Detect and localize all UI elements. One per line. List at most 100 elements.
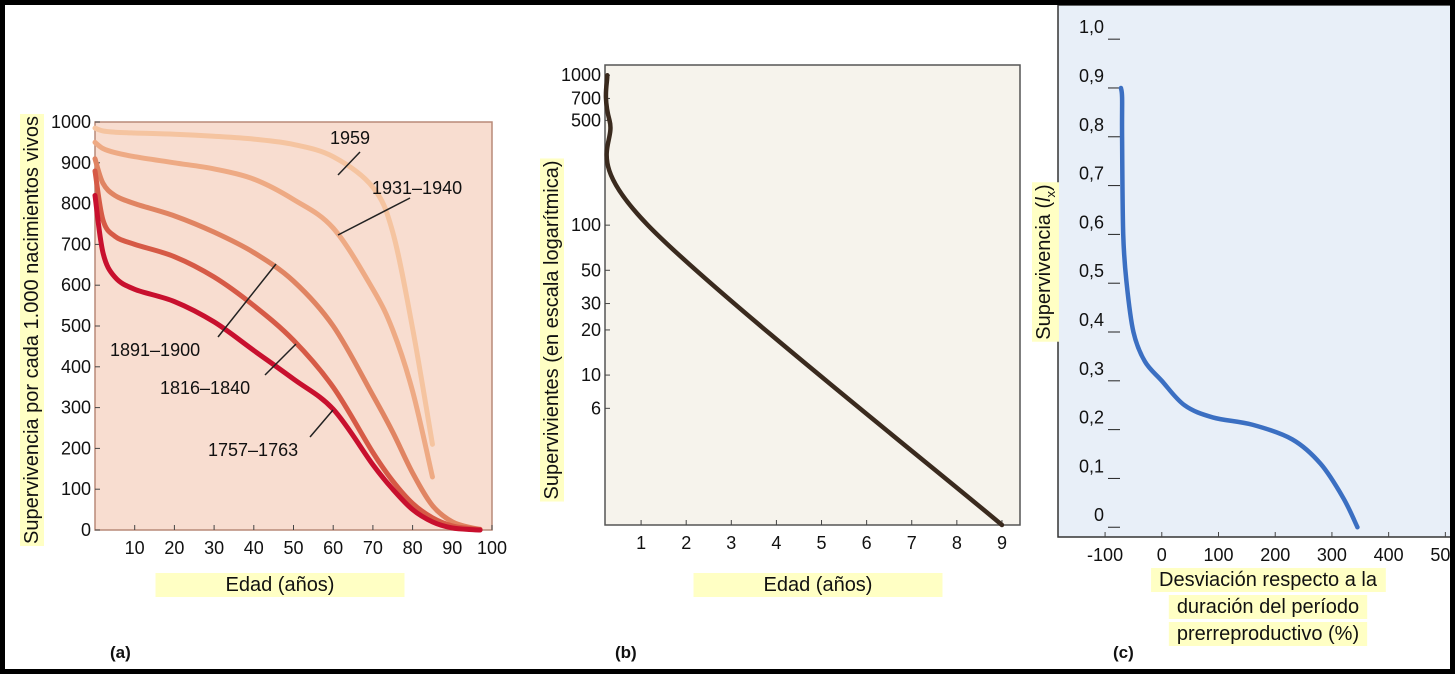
leader-line [337, 197, 411, 236]
x-tick-label: 80 [403, 538, 423, 558]
survival-line [603, 72, 1005, 528]
panel-label: (a) [110, 643, 131, 662]
y-tick-label: 400 [61, 357, 91, 377]
x-axis-label: Desviación respecto a la [1159, 569, 1378, 591]
x-tick-label: 7 [907, 533, 917, 553]
y-tick-label: 10 [581, 365, 601, 385]
label-background [540, 158, 564, 502]
x-tick-label: 3 [726, 533, 736, 553]
label-background [693, 573, 943, 597]
x-tick-label: 8 [952, 533, 962, 553]
y-tick-label: 1000 [51, 112, 91, 132]
y-tick-label: 500 [61, 316, 91, 336]
leader-line [337, 151, 361, 176]
x-tick-label: 500 [1430, 545, 1455, 565]
label-background [155, 573, 405, 597]
y-tick-label: 50 [581, 260, 601, 280]
x-tick-label: 40 [244, 538, 264, 558]
y-tick-label: 0 [81, 520, 91, 540]
survival-line [92, 192, 483, 533]
plot-area [94, 121, 493, 531]
x-tick-label: 100 [477, 538, 507, 558]
y-tick-label: 6 [591, 398, 601, 418]
leader-line [309, 409, 334, 438]
y-tick-label: 0,3 [1079, 359, 1104, 379]
y-tick-label: 1000 [561, 65, 601, 85]
x-axis-label: Edad (años) [764, 574, 873, 596]
y-tick-label: 100 [571, 215, 601, 235]
x-tick-label: 10 [125, 538, 145, 558]
y-tick-label: 700 [61, 234, 91, 254]
y-axis-label: Supervivencia por cada 1.000 nacimientos… [21, 116, 43, 544]
label-background [1151, 568, 1386, 592]
series-annotation: 1959 [330, 128, 370, 148]
x-tick-label: 6 [862, 533, 872, 553]
y-axis-label: Supervivencia (lx) [1033, 184, 1058, 339]
x-tick-label: -100 [1087, 545, 1123, 565]
plot-area [604, 64, 1021, 526]
x-tick-label: 1 [636, 533, 646, 553]
y-tick-label: 0,8 [1079, 115, 1104, 135]
y-tick-label: 1,0 [1079, 17, 1104, 37]
x-tick-label: 20 [164, 538, 184, 558]
x-axis-label: Edad (años) [226, 574, 335, 596]
survival-line [1118, 85, 1360, 530]
y-tick-label: 0,4 [1079, 310, 1104, 330]
label-background [1032, 182, 1059, 342]
x-axis-label: prerreproductivo (%) [1177, 623, 1359, 645]
label-background [1168, 595, 1368, 619]
x-tick-label: 70 [363, 538, 383, 558]
plot-area [1057, 4, 1455, 538]
label-background [1168, 622, 1368, 646]
y-axis-label-suffix: ) [1033, 184, 1055, 191]
y-axis-label-symbol: l [1033, 197, 1055, 202]
leader-line [217, 263, 277, 338]
y-tick-label: 800 [61, 194, 91, 214]
x-tick-label: 5 [817, 533, 827, 553]
y-tick-label: 700 [571, 88, 601, 108]
x-tick-label: 200 [1260, 545, 1290, 565]
x-tick-label: 30 [204, 538, 224, 558]
leader-line [264, 343, 297, 376]
panel-label: (c) [1113, 643, 1134, 662]
x-tick-label: 0 [1157, 545, 1167, 565]
label-background [20, 113, 44, 547]
y-tick-label: 0,2 [1079, 408, 1104, 428]
y-tick-label: 0,9 [1079, 66, 1104, 86]
y-tick-label: 100 [61, 479, 91, 499]
series-annotation: 1816–1840 [160, 378, 250, 398]
survival-line [92, 125, 435, 447]
y-tick-label: 20 [581, 320, 601, 340]
survival-line [92, 139, 435, 480]
x-tick-label: 300 [1317, 545, 1347, 565]
series-annotation: 1891–1900 [110, 340, 200, 360]
y-tick-label: 30 [581, 294, 601, 314]
y-tick-label: 0,7 [1079, 164, 1104, 184]
x-tick-label: 4 [771, 533, 781, 553]
y-axis-label-subscript: x [1043, 190, 1058, 197]
x-tick-label: 50 [283, 538, 303, 558]
x-tick-label: 9 [997, 533, 1007, 553]
y-axis-label: Supervivientes (en escala logarítmica) [541, 160, 563, 499]
y-tick-label: 0 [1094, 505, 1104, 525]
x-tick-label: 90 [442, 538, 462, 558]
y-tick-label: 900 [61, 153, 91, 173]
survival-line [92, 156, 483, 532]
series-annotation: 1757–1763 [208, 440, 298, 460]
x-tick-label: 400 [1374, 545, 1404, 565]
y-tick-label: 0,6 [1079, 212, 1104, 232]
series-annotation: 1931–1940 [372, 178, 462, 198]
y-tick-label: 500 [571, 110, 601, 130]
y-tick-label: 300 [61, 398, 91, 418]
survival-line [92, 168, 483, 533]
x-tick-label: 100 [1203, 545, 1233, 565]
y-tick-label: 0,1 [1079, 456, 1104, 476]
x-tick-label: 60 [323, 538, 343, 558]
y-axis-label-text: Supervivencia ( [1033, 202, 1055, 340]
panel-label: (b) [615, 643, 637, 662]
y-tick-label: 600 [61, 275, 91, 295]
y-tick-label: 200 [61, 438, 91, 458]
